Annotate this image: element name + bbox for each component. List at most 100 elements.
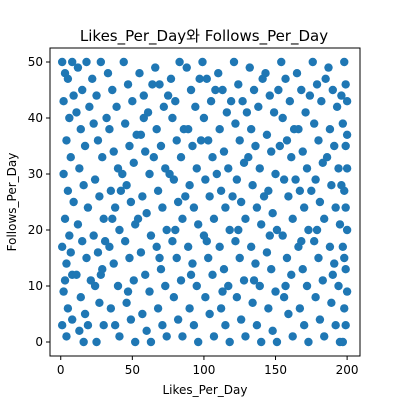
data-point xyxy=(324,63,333,72)
data-point xyxy=(192,281,201,291)
data-point xyxy=(156,265,166,274)
data-point xyxy=(234,225,243,235)
y-tick-label: 0 xyxy=(35,335,43,349)
data-point xyxy=(278,113,287,123)
data-point xyxy=(281,281,290,291)
data-point xyxy=(248,298,257,307)
data-point xyxy=(337,91,346,100)
data-point xyxy=(67,315,77,324)
data-point xyxy=(99,214,108,223)
data-point xyxy=(251,259,260,268)
data-point xyxy=(125,253,134,263)
data-point xyxy=(317,97,326,106)
data-point xyxy=(88,74,97,84)
data-point xyxy=(158,203,167,212)
data-point xyxy=(342,225,352,235)
data-point xyxy=(106,186,116,195)
data-point xyxy=(72,270,81,279)
data-point xyxy=(342,97,352,106)
data-point xyxy=(72,108,81,117)
data-point xyxy=(284,192,293,201)
data-point xyxy=(216,186,226,195)
data-point xyxy=(173,315,183,324)
data-point xyxy=(169,293,179,302)
data-point xyxy=(341,265,350,274)
data-point xyxy=(341,80,350,89)
data-point xyxy=(191,102,200,112)
data-point xyxy=(185,304,194,313)
data-point xyxy=(268,326,277,335)
y-tick-label: 20 xyxy=(28,223,43,237)
data-point xyxy=(262,248,272,257)
data-point xyxy=(205,309,214,319)
chart-title: Likes_Per_Day와 Follows_Per_Day xyxy=(80,27,328,46)
data-point xyxy=(109,259,118,268)
data-point xyxy=(206,97,216,106)
data-point xyxy=(79,181,88,190)
data-point xyxy=(60,276,70,285)
data-point xyxy=(246,242,256,251)
data-point xyxy=(248,181,257,190)
data-point xyxy=(272,337,282,347)
x-tick-label: 50 xyxy=(125,363,140,377)
data-point xyxy=(126,315,136,324)
data-point xyxy=(341,321,350,330)
data-point xyxy=(208,270,217,279)
data-point xyxy=(271,287,280,296)
data-point xyxy=(63,186,73,195)
data-point xyxy=(119,57,128,67)
data-point xyxy=(331,321,340,330)
data-point xyxy=(282,253,292,263)
data-point xyxy=(112,102,121,112)
data-point xyxy=(57,57,67,67)
data-point xyxy=(69,91,78,100)
data-point xyxy=(75,326,84,335)
data-point xyxy=(328,85,337,95)
data-point xyxy=(330,141,339,151)
data-point xyxy=(342,287,352,296)
data-point xyxy=(284,309,293,319)
data-point xyxy=(278,231,287,240)
data-point xyxy=(320,214,329,223)
data-point xyxy=(96,270,106,279)
data-point xyxy=(89,231,98,240)
data-point xyxy=(152,242,161,251)
data-point xyxy=(272,225,282,235)
data-point xyxy=(105,125,114,134)
data-point xyxy=(241,332,250,341)
x-tick-label: 200 xyxy=(336,363,359,377)
data-point xyxy=(219,147,229,156)
data-point xyxy=(162,225,171,235)
y-tick-label: 50 xyxy=(28,55,43,69)
data-point xyxy=(204,253,213,263)
data-point xyxy=(262,130,272,139)
data-point xyxy=(215,125,224,134)
data-point xyxy=(122,181,131,190)
data-point xyxy=(146,231,156,240)
data-point xyxy=(297,85,306,95)
data-point xyxy=(85,102,94,112)
data-point xyxy=(186,270,196,279)
data-point xyxy=(235,253,244,263)
data-point xyxy=(315,315,325,324)
data-point xyxy=(322,153,332,162)
data-point xyxy=(188,141,197,151)
data-point xyxy=(252,321,262,330)
data-point xyxy=(93,136,103,145)
data-point xyxy=(123,287,133,296)
data-point xyxy=(59,97,68,106)
data-point xyxy=(145,169,154,179)
data-point xyxy=(106,304,116,313)
data-point xyxy=(116,186,126,195)
x-tick-label: 150 xyxy=(264,363,287,377)
data-point xyxy=(259,192,269,201)
data-point xyxy=(338,337,348,347)
data-point xyxy=(129,276,138,285)
data-point xyxy=(254,102,263,112)
data-point xyxy=(92,337,101,347)
data-point xyxy=(231,237,240,246)
data-point xyxy=(342,130,352,139)
data-point xyxy=(257,220,266,229)
data-point xyxy=(202,237,211,246)
